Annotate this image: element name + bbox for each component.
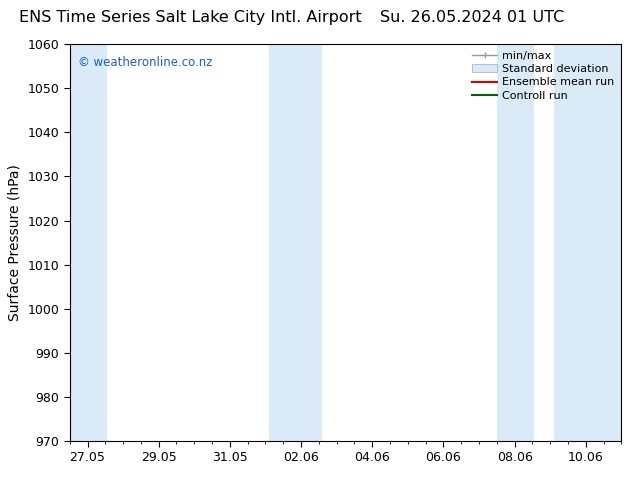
Y-axis label: Surface Pressure (hPa): Surface Pressure (hPa) — [8, 164, 22, 321]
Bar — [553, 44, 621, 441]
Legend: min/max, Standard deviation, Ensemble mean run, Controll run: min/max, Standard deviation, Ensemble me… — [468, 47, 619, 105]
Bar — [269, 44, 323, 441]
Text: © weatheronline.co.nz: © weatheronline.co.nz — [78, 56, 212, 69]
Bar — [70, 44, 107, 441]
Text: Su. 26.05.2024 01 UTC: Su. 26.05.2024 01 UTC — [380, 10, 564, 24]
Text: ENS Time Series Salt Lake City Intl. Airport: ENS Time Series Salt Lake City Intl. Air… — [19, 10, 361, 24]
Bar — [497, 44, 534, 441]
